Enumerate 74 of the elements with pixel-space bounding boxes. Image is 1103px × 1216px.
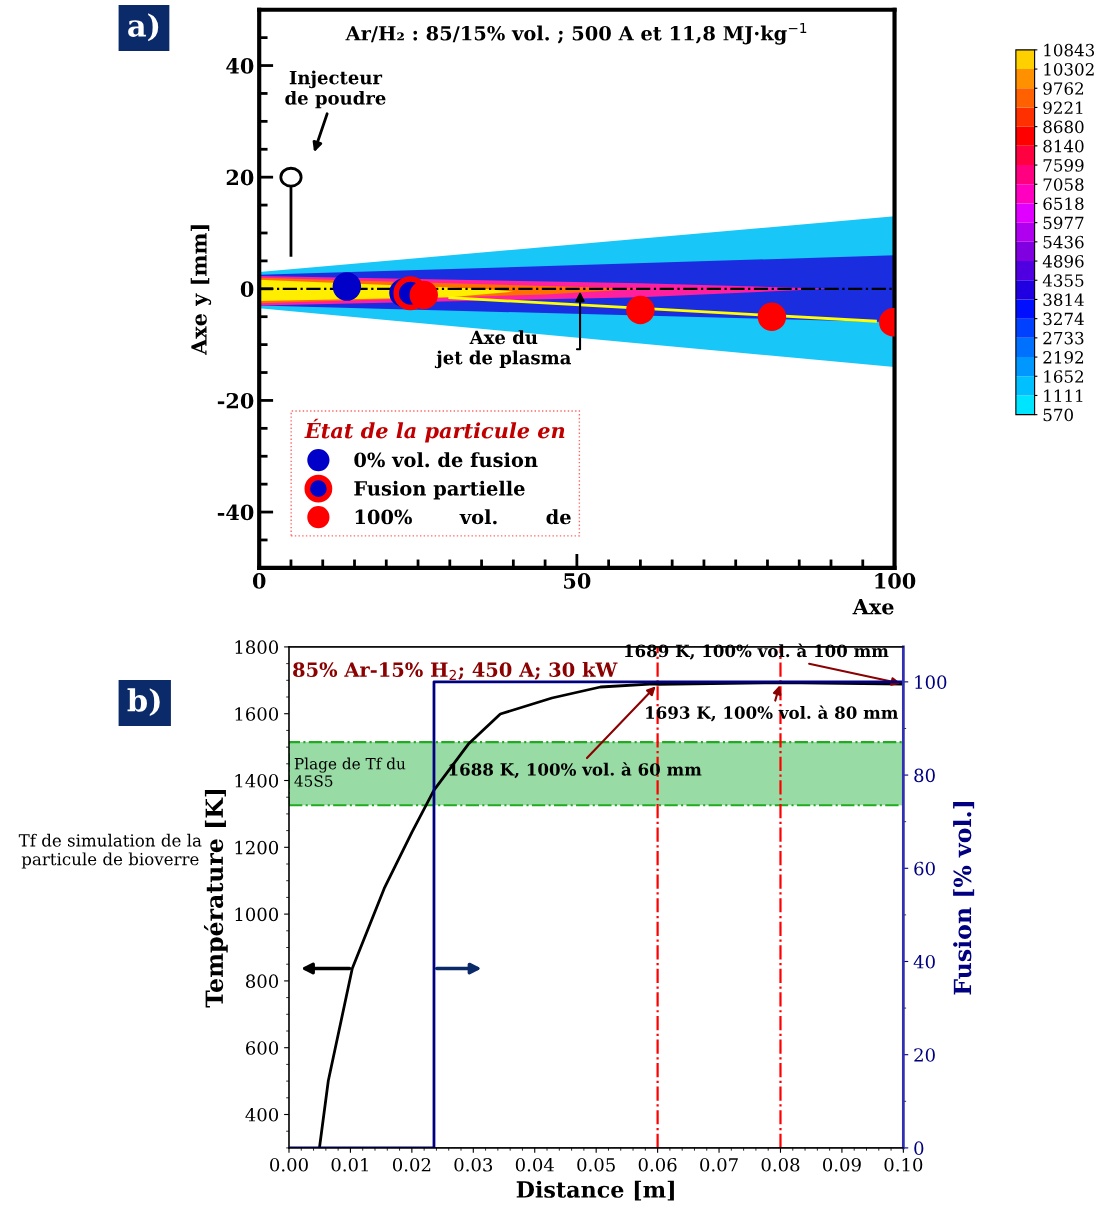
text: b) (127, 688, 160, 717)
x-tick-label: 0.01 (331, 1157, 368, 1172)
point (626, 295, 655, 325)
y-tick-label: 1800 (235, 640, 279, 655)
y2-tick-label: 40 (913, 954, 935, 969)
text: Ar/H₂ : 85/15% vol. ; 500 A et 11,8 MJ·kg$^{−1}$ (345, 22, 807, 45)
color-bar-label: 10843 (1044, 43, 1095, 57)
color-bar-label: 3274 (1043, 312, 1084, 326)
annotation: Injecteur de poudre (285, 70, 386, 109)
x-tick-label: 0.05 (577, 1157, 615, 1172)
y2-tick-label: 0 (914, 1141, 924, 1156)
color-bar-label: 9221 (1043, 101, 1083, 115)
annotation: 1688 K, 100% vol. à 60 mm (449, 762, 702, 779)
y2-tick-label: 100 (915, 675, 947, 689)
legend-title: État de la particule en (304, 418, 565, 443)
color-bar-label: 4896 (1042, 255, 1084, 268)
color-bar-label: 5977 (1043, 216, 1084, 230)
text: 85% Ar-15% H$_{2}$; 450 A; 30 kW (293, 661, 618, 680)
color-bar-label: 7599 (1043, 159, 1084, 172)
y2-tick-label: 20 (914, 1048, 935, 1062)
color-bar-label: 2733 (1043, 331, 1084, 345)
y-tick-label: 600 (246, 1041, 279, 1055)
color-bar-label: 8140 (1043, 139, 1084, 153)
color-bar-label: 3814 (1043, 293, 1084, 307)
color-bar-label: 1111 (1044, 389, 1083, 402)
color-bar-label: 8680 (1043, 120, 1084, 134)
legend-label: 100% vol. de (355, 509, 571, 525)
legend-label: Fusion partielle (354, 480, 525, 500)
y-tick-label: 20 (226, 169, 254, 186)
y2-tick-label: 80 (914, 768, 935, 783)
point (409, 280, 438, 310)
x-tick-label: 0.04 (515, 1157, 554, 1172)
legend-label: 0% vol. de fusion (354, 452, 538, 468)
annotation: Axe du jet de plasma (434, 330, 571, 369)
color-bar-label: 570 (1043, 408, 1073, 422)
y-tick-label: 1600 (235, 707, 279, 721)
color-bar-label: 6518 (1043, 197, 1084, 211)
y-tick-label: 1400 (235, 773, 279, 788)
y-axis-title: Axe y [mm] (190, 225, 212, 356)
y-tick-label: 800 (246, 974, 279, 989)
y-tick-label: 400 (245, 1107, 279, 1122)
x-tick-label: 0.00 (270, 1157, 308, 1172)
color-bar-label: 9762 (1043, 82, 1084, 95)
x-axis-title: Axe (852, 599, 894, 615)
color-bar-label: 7058 (1043, 178, 1084, 191)
y-tick-label: -40 (217, 504, 254, 521)
color-bar-label: 2192 (1043, 351, 1084, 364)
y-tick-label: -20 (217, 392, 254, 409)
text: a) (128, 13, 159, 42)
point (757, 302, 787, 331)
y-tick-label: 1200 (235, 840, 279, 855)
color-bar-label: 4355 (1042, 274, 1084, 287)
y-tick-label: 1000 (235, 907, 279, 922)
x-tick-label: 100 (875, 573, 916, 589)
x-tick-label: 0.07 (700, 1157, 738, 1172)
point (332, 272, 362, 301)
y-tick-label: 0 (240, 281, 254, 298)
color-bar-label: 5436 (1043, 235, 1084, 249)
color-bar-label: 10302 (1044, 63, 1094, 76)
y-tick-label: 40 (226, 58, 254, 74)
x-tick-label: 0.02 (392, 1157, 431, 1172)
band-label: Plage de Tf du 45S5 (294, 757, 406, 787)
x-tick-label: 0.08 (761, 1157, 800, 1172)
color-bar-label: 1652 (1044, 370, 1084, 383)
x-tick-label: 50 (564, 573, 591, 589)
y2-tick-label: 60 (914, 861, 935, 876)
y2-axis-title: Fusion [% vol.] (953, 802, 975, 995)
x-axis-title: Distance [m] (516, 1180, 674, 1201)
text: Tf de simulation de la particule de bioverre (18, 833, 202, 869)
y-axis-title: Température [K] (203, 789, 228, 1008)
x-tick-label: 0.09 (823, 1157, 861, 1172)
x-tick-label: 0.10 (884, 1157, 923, 1172)
x-tick-label: 0.06 (638, 1157, 677, 1172)
x-tick-label: 0.03 (454, 1157, 493, 1172)
